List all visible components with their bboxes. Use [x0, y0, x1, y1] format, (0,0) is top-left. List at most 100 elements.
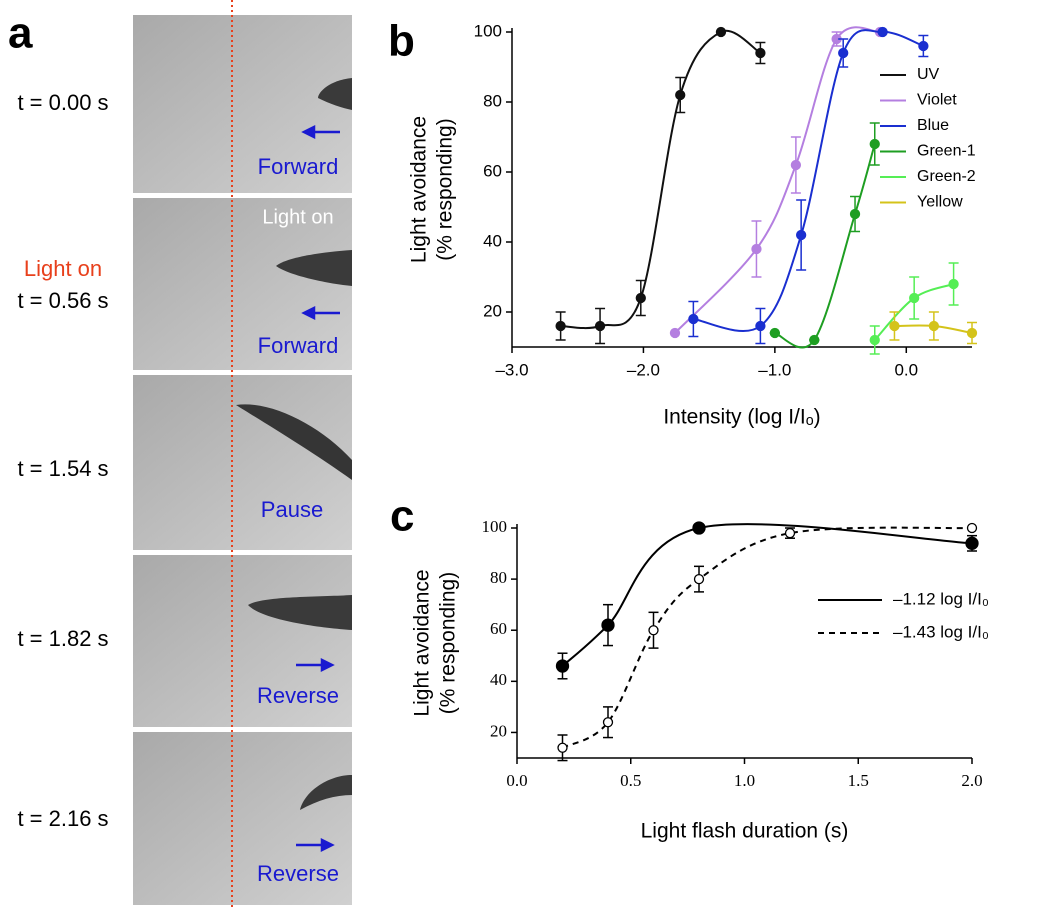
- point: [555, 659, 570, 673]
- arrows: [296, 124, 340, 853]
- x-tick-label: 0.5: [620, 771, 641, 790]
- time-label: t = 0.56 s: [17, 288, 108, 313]
- time-label: t = 1.82 s: [17, 626, 108, 651]
- point: [869, 334, 880, 346]
- y-tick-label: 60: [483, 161, 502, 180]
- direction-label: Pause: [261, 497, 323, 522]
- point: [784, 527, 796, 539]
- y-axis-label: Light avoidance: [408, 116, 431, 263]
- legend-label: Violet: [917, 92, 957, 109]
- legend-label: Blue: [917, 117, 949, 134]
- frame: [133, 375, 352, 550]
- x-tick-label: –3.0: [495, 360, 528, 379]
- y-tick-label: 20: [490, 721, 507, 740]
- curve: [774, 143, 876, 349]
- direction-label: Forward: [258, 154, 339, 179]
- x-tick-label: 0.0: [506, 771, 527, 790]
- point: [869, 138, 880, 150]
- worm: [318, 78, 352, 110]
- point: [928, 320, 940, 332]
- chart-c: 20 40 60 80 100 0.0 0.5 1.0 1.5 2.0 Light flash du…: [411, 517, 989, 843]
- y-tick-label: 80: [490, 568, 507, 587]
- panel-label: c: [390, 492, 414, 541]
- x-axis-label: Light flash duration (s): [641, 820, 849, 843]
- worm: [248, 595, 352, 630]
- light-marker: Light on: [24, 256, 102, 281]
- point: [948, 278, 959, 290]
- worm: [300, 775, 352, 810]
- point: [675, 89, 686, 101]
- point: [877, 26, 888, 38]
- direction-label: Reverse: [257, 861, 339, 886]
- point: [601, 618, 615, 632]
- point: [966, 522, 978, 534]
- time-label: t = 0.00 s: [17, 90, 108, 115]
- frame-note: Light on: [262, 206, 333, 228]
- point: [635, 292, 646, 304]
- point: [557, 742, 568, 753]
- panel-label: a: [8, 9, 33, 58]
- curve: [560, 29, 761, 330]
- point: [849, 208, 861, 220]
- y-tick-label: 60: [490, 619, 507, 638]
- point: [918, 40, 929, 52]
- legend-label: –1.12 log I/I₀: [893, 589, 989, 608]
- y-tick-label: 100: [482, 517, 508, 536]
- frames: Light on Light on t = 0.00 s t = 0.56 s …: [17, 0, 352, 910]
- panel-label: b: [388, 17, 415, 66]
- curve: [561, 523, 973, 667]
- x-tick-label: 1.0: [734, 771, 755, 790]
- point: [688, 313, 699, 325]
- point: [693, 573, 705, 585]
- time-label: t = 1.54 s: [17, 456, 108, 481]
- legend-label: –1.43 log I/I₀: [893, 622, 989, 641]
- curve: [562, 526, 973, 749]
- curve: [674, 26, 881, 334]
- x-tick-label: –2.0: [627, 360, 660, 379]
- worm: [276, 250, 352, 286]
- direction-label: Forward: [258, 333, 339, 358]
- point: [648, 625, 659, 636]
- point: [838, 47, 849, 59]
- point: [594, 320, 606, 332]
- point: [715, 26, 727, 38]
- point: [889, 320, 900, 332]
- frame: [133, 555, 352, 727]
- legend-label: Yellow: [917, 194, 963, 211]
- legend-label: UV: [917, 66, 940, 83]
- y-axis-label: Light avoidance: [411, 569, 434, 716]
- legend-label: Green-1: [917, 143, 976, 160]
- direction-label: Reverse: [257, 683, 339, 708]
- point: [602, 717, 614, 728]
- y-tick-label: 100: [474, 21, 502, 40]
- x-tick-label: 0.0: [894, 360, 918, 379]
- x-axis-label: Intensity (log I/Iₒ): [663, 406, 820, 429]
- point: [751, 243, 762, 255]
- point: [795, 229, 807, 241]
- point: [809, 334, 820, 346]
- point: [755, 47, 766, 59]
- y-axis-label: (% responding): [434, 118, 457, 260]
- x-tick-label: –1.0: [758, 360, 791, 379]
- frame: [133, 15, 352, 193]
- point: [909, 292, 920, 304]
- legend-label: Green-2: [917, 168, 976, 185]
- point: [755, 320, 766, 332]
- point: [966, 327, 978, 339]
- point: [790, 159, 802, 171]
- time-label: t = 2.16 s: [17, 806, 108, 831]
- point: [965, 536, 979, 550]
- frame: [133, 732, 352, 905]
- chart-b: 20 40 60 80 100 –3.0 –2.0 –1.0 0.0 Intensity (log…: [408, 21, 978, 429]
- x-tick-label: 2.0: [961, 771, 982, 790]
- x-tick-label: 1.5: [848, 771, 869, 790]
- point: [669, 327, 681, 339]
- y-tick-label: 20: [483, 301, 502, 320]
- y-tick-label: 40: [490, 670, 507, 689]
- point: [555, 320, 566, 332]
- point: [692, 521, 706, 535]
- y-tick-label: 40: [483, 231, 502, 250]
- y-axis-label: (% responding): [437, 572, 460, 714]
- frame: [133, 198, 352, 370]
